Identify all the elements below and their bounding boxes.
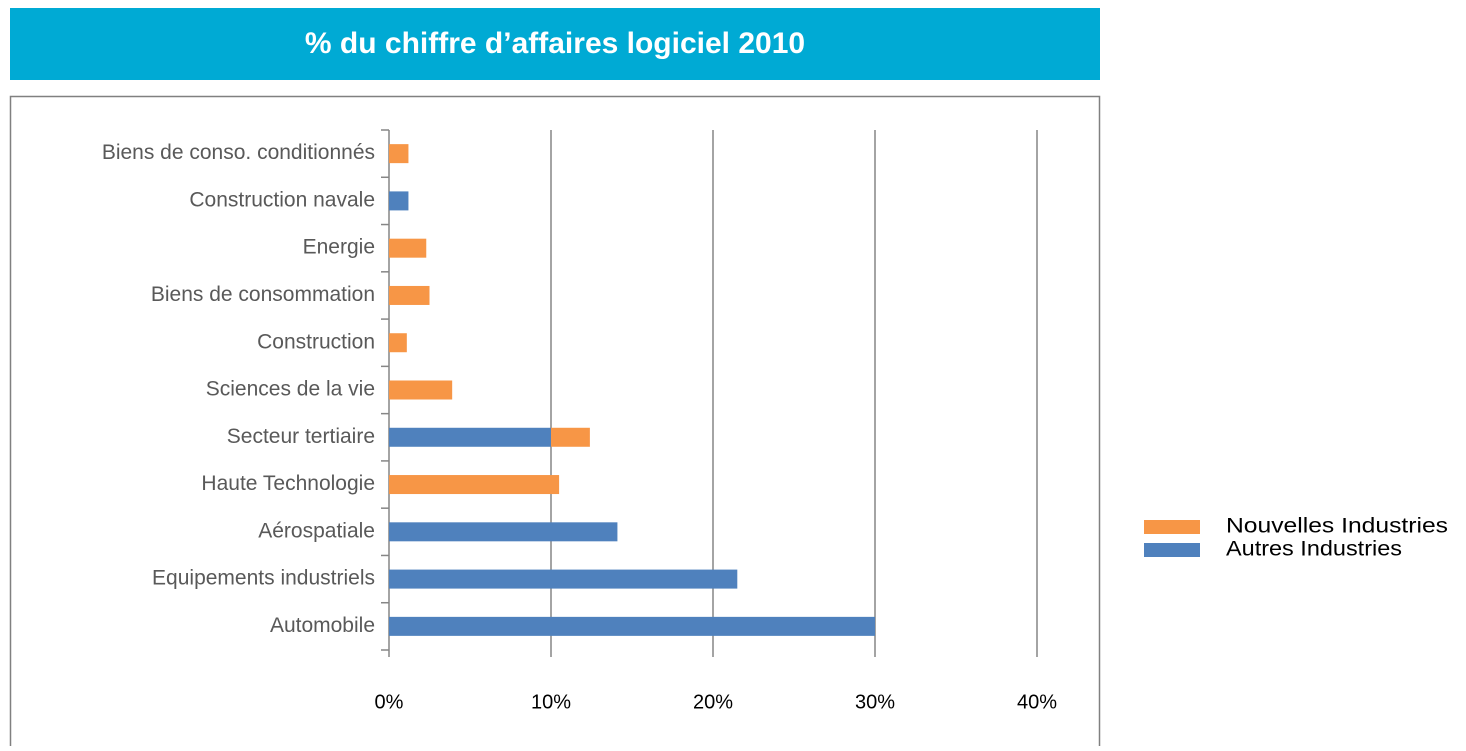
bar	[389, 616, 875, 636]
legend-label: Nouvelles Industries	[1226, 515, 1448, 538]
y-tick-label: Energie	[303, 236, 375, 259]
y-tick-label: Biens de consommation	[151, 283, 375, 306]
x-tick-label: 10%	[531, 691, 571, 713]
y-tick-label: Automobile	[270, 614, 375, 637]
legend-swatch	[1144, 543, 1200, 557]
y-tick-label: Haute Technologie	[201, 472, 375, 495]
x-tick-label: 30%	[855, 691, 895, 713]
bar	[389, 522, 618, 542]
bar	[389, 144, 409, 164]
legend-swatch	[1144, 520, 1200, 534]
y-tick-label: Biens de conso. conditionnés	[102, 141, 375, 164]
bar	[389, 285, 430, 305]
bar	[389, 475, 560, 495]
y-tick-label: Construction navale	[189, 188, 375, 211]
y-tick-label: Aérospatiale	[258, 519, 375, 542]
legend-label: Autres Industries	[1226, 538, 1402, 561]
bar	[389, 427, 551, 447]
x-tick-label: 0%	[375, 691, 404, 713]
chart-title: % du chiffre d’affaires logiciel 2010	[305, 27, 805, 60]
bar	[389, 380, 453, 400]
x-tick-label: 20%	[693, 691, 733, 713]
title-banner	[10, 8, 1100, 80]
y-tick-label: Secteur tertiaire	[227, 425, 375, 448]
x-tick-label: 40%	[1017, 691, 1057, 713]
bar	[389, 238, 427, 258]
y-tick-label: Equipements industriels	[152, 567, 375, 590]
chart-border	[9, 95, 1101, 751]
bar	[389, 569, 738, 589]
bar	[389, 333, 407, 353]
y-tick-label: Sciences de la vie	[206, 378, 375, 401]
bar	[551, 427, 590, 447]
y-tick-label: Construction	[257, 330, 375, 353]
bar	[389, 191, 409, 211]
